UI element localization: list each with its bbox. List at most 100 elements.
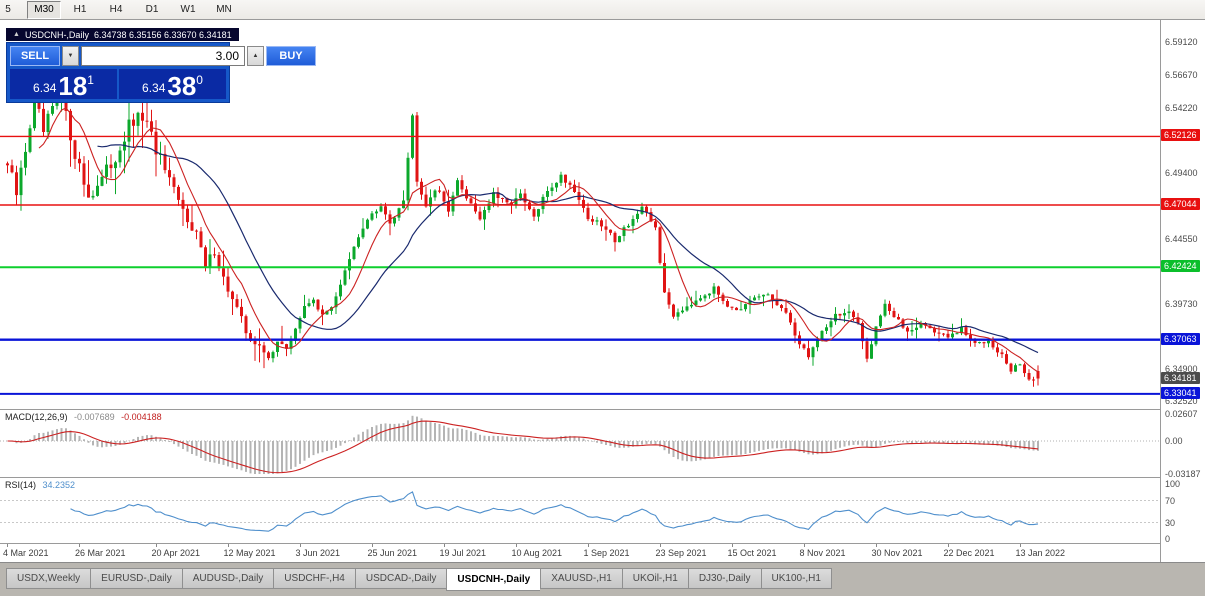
time-axis-label: 25 Jun 2021 — [367, 548, 418, 558]
volume-input[interactable] — [81, 46, 245, 66]
time-axis-tick — [299, 544, 301, 547]
timeframe-toolbar: 5 M30 H1 H4 D1 W1 MN — [0, 0, 1205, 20]
chart-symbol-label: USDCNH-,Daily — [24, 29, 89, 40]
macd-main-value: -0.007689 — [74, 412, 115, 422]
time-axis-label: 22 Dec 2021 — [943, 548, 995, 558]
price-tag: 6.52126 — [1161, 129, 1200, 142]
price-axis-label: 6.32520 — [1165, 395, 1198, 406]
time-axis-tick — [79, 544, 80, 547]
timeframe-button-m30[interactable]: M30 — [27, 0, 61, 19]
buy-price-pips: 38 — [167, 70, 197, 101]
spinner-down-icon: ▼ — [67, 53, 74, 59]
chart-tab-audusd-daily[interactable]: AUDUSD-,Daily — [181, 568, 274, 589]
time-axis-tick — [7, 544, 8, 547]
time-axis-tick — [227, 544, 229, 547]
price-axis-label: 6.34900 — [1165, 363, 1198, 374]
macd-indicator-canvas[interactable] — [0, 410, 1160, 477]
rsi-name: RSI(14) — [5, 480, 37, 490]
macd-axis-label: 0.00 — [1165, 435, 1183, 446]
price-axis-label: 6.59120 — [1165, 36, 1198, 47]
timeframe-button-d1[interactable]: D1 — [145, 4, 159, 15]
macd-signal-value: -0.004188 — [121, 412, 162, 422]
price-tag: 6.42424 — [1161, 260, 1200, 273]
chart-tab-ukoil-h1[interactable]: UKOil-,H1 — [621, 568, 688, 589]
price-axis-label: 6.44550 — [1165, 233, 1198, 244]
buy-price-base: 6.34 — [142, 81, 166, 95]
rsi-value: 34.2352 — [42, 480, 76, 490]
time-axis-tick — [659, 544, 661, 547]
rsi-indicator-label: RSI(14) 34.2352 — [5, 480, 75, 490]
time-axis-tick — [371, 544, 373, 547]
sell-price-display[interactable]: 6.34 18 1 — [10, 69, 117, 99]
price-tag: 6.34181 — [1161, 371, 1200, 384]
time-axis-label: 10 Aug 2021 — [511, 548, 563, 558]
chart-tab-xauusd-h1[interactable]: XAUUSD-,H1 — [540, 568, 622, 589]
volume-down-spinner[interactable]: ▼ — [62, 46, 79, 66]
chart-tab-eurusd-daily[interactable]: EURUSD-,Daily — [90, 568, 182, 589]
spinner-up-icon: ▲ — [252, 53, 259, 59]
time-axis-label: 1 Sep 2021 — [583, 548, 630, 558]
time-axis-tick — [875, 544, 877, 547]
rsi-axis-label: 30 — [1165, 517, 1176, 528]
chart-tab-usdcad-daily[interactable]: USDCAD-,Daily — [354, 568, 447, 589]
time-axis-label: 4 Mar 2021 — [3, 548, 49, 558]
time-axis-label: 26 Mar 2021 — [75, 548, 126, 558]
sell-price-base: 6.34 — [33, 81, 57, 95]
chart-tab-usdcnh-daily[interactable]: USDCNH-,Daily — [446, 568, 541, 591]
collapse-arrow-icon[interactable]: ▲ — [13, 31, 20, 38]
time-axis-label: 15 Oct 2021 — [727, 548, 777, 558]
chart-ohlc-overlay: ▲ USDCNH-,Daily 6.34738 6.35156 6.33670 … — [6, 28, 239, 41]
time-axis-tick — [515, 544, 517, 547]
time-axis-tick — [443, 544, 445, 547]
macd-indicator-label: MACD(12,26,9) -0.007689 -0.004188 — [5, 412, 162, 422]
price-axis-label: 6.49400 — [1165, 168, 1198, 179]
time-axis-tick — [155, 544, 157, 547]
rsi-axis-label: 100 — [1165, 479, 1181, 489]
chart-tab-usdchf-h4[interactable]: USDCHF-,H4 — [273, 568, 355, 589]
time-axis-label: 30 Nov 2021 — [871, 548, 923, 558]
time-axis-tick — [1019, 544, 1021, 547]
timeframe-button-h1[interactable]: H1 — [73, 4, 87, 15]
price-axis-label: 6.39730 — [1165, 298, 1198, 309]
volume-up-spinner[interactable]: ▲ — [247, 46, 264, 66]
timeframe-button-mn[interactable]: MN — [216, 4, 232, 15]
price-axis-label: 6.56670 — [1165, 70, 1198, 81]
pane-splitter-macd[interactable] — [0, 409, 1205, 410]
time-axis-tick — [731, 544, 733, 547]
rsi-axis-label: 0 — [1165, 534, 1171, 544]
sell-price-pips: 18 — [58, 70, 88, 101]
macd-axis-label: -0.03187 — [1165, 469, 1201, 479]
time-axis-separator — [0, 543, 1205, 544]
price-chart-canvas[interactable] — [0, 20, 1160, 409]
sell-price-fraction: 1 — [87, 73, 94, 87]
chart-tab-uk100-h1[interactable]: UK100-,H1 — [760, 568, 832, 589]
time-axis-label: 12 May 2021 — [223, 548, 276, 558]
price-tag: 6.37063 — [1161, 332, 1200, 345]
time-axis-tick — [947, 544, 949, 547]
buy-button[interactable]: BUY — [266, 46, 316, 66]
sell-button[interactable]: SELL — [10, 46, 60, 66]
macd-name: MACD(12,26,9) — [5, 412, 68, 422]
price-tag: 6.47044 — [1161, 197, 1200, 210]
price-axis[interactable]: 6.59120 6.56670 6.54220 6.49400 6.44550 6.397… — [1161, 20, 1205, 562]
buy-price-fraction: 0 — [196, 73, 203, 87]
timeframe-button-h4[interactable]: H4 — [109, 4, 123, 15]
price-axis-border — [1160, 20, 1161, 562]
time-axis-label: 8 Nov 2021 — [799, 548, 846, 558]
time-axis[interactable]: 4 Mar 2021 26 Mar 2021 20 Apr 2021 12 May 2… — [0, 544, 1160, 562]
pane-splitter-rsi[interactable] — [0, 477, 1205, 478]
timeframe-button-5[interactable]: 5 — [5, 4, 11, 15]
timeframe-button-w1[interactable]: W1 — [180, 4, 196, 15]
time-axis-tick — [587, 544, 589, 547]
rsi-axis-label: 70 — [1165, 495, 1176, 506]
price-tag: 6.33041 — [1161, 386, 1200, 399]
chart-ohlc-values: 6.34738 6.35156 6.33670 6.34181 — [93, 29, 232, 40]
buy-price-display[interactable]: 6.34 38 0 — [119, 69, 226, 99]
chart-tab-usdx-weekly[interactable]: USDX,Weekly — [6, 568, 91, 589]
time-axis-label: 13 Jan 2022 — [1015, 548, 1066, 558]
chart-tab-dj30-daily[interactable]: DJ30-,Daily — [687, 568, 761, 589]
price-axis-label: 6.54220 — [1165, 103, 1198, 114]
time-axis-label: 23 Sep 2021 — [655, 548, 707, 558]
rsi-indicator-canvas[interactable] — [0, 478, 1160, 543]
time-axis-tick — [803, 544, 805, 547]
